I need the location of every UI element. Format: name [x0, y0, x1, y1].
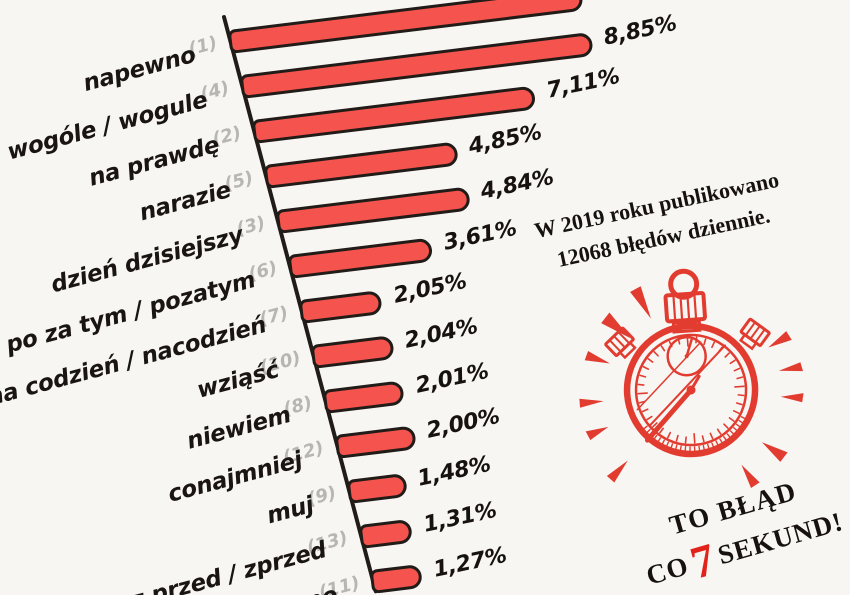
caption-prefix: CO [642, 550, 693, 591]
bar [310, 335, 396, 369]
value-label: 4,84% [478, 165, 556, 206]
value-label: 1,31% [420, 497, 499, 538]
value-label: 2,00% [424, 404, 502, 444]
value-label: 1,27% [431, 542, 509, 583]
bar [263, 141, 459, 189]
bar [275, 186, 471, 234]
value-label: 8,85% [601, 10, 680, 51]
category-label: narazie [137, 176, 235, 227]
category-label: / a propo [225, 582, 341, 595]
value-label: 4,85% [466, 120, 545, 161]
value-label: 1,48% [415, 451, 494, 492]
bar [287, 237, 433, 279]
bar [346, 472, 408, 504]
rim-scale-ticks [642, 416, 747, 454]
bar [298, 290, 384, 324]
dial-inner [634, 333, 748, 447]
value-label: 7,11% [544, 64, 622, 105]
left-side-button [604, 326, 637, 360]
value-label: 2,01% [413, 359, 491, 399]
category-label: na prawdę [86, 131, 223, 192]
value-label: 2,05% [390, 268, 469, 309]
category-label: wziąść [193, 356, 282, 404]
category-label: z przed / zprzed [127, 536, 329, 595]
glass-streak [649, 344, 727, 426]
bar [358, 518, 413, 549]
crown-ring [668, 268, 700, 300]
category-label: muj [264, 491, 317, 530]
stopwatch-icon [579, 268, 804, 489]
glass-streak [636, 341, 702, 411]
value-label: 2,04% [402, 313, 480, 354]
bar [334, 425, 417, 459]
stopwatch-hand [644, 374, 701, 443]
dial-outer [623, 322, 759, 458]
category-label: niewiem [183, 401, 294, 455]
bar [322, 380, 405, 414]
crown-button [663, 291, 707, 334]
radiating-dashes [579, 286, 804, 489]
right-side-button [738, 317, 771, 351]
dial-ticks [637, 336, 745, 444]
bar [369, 563, 424, 594]
category-label: napewno [80, 41, 199, 97]
